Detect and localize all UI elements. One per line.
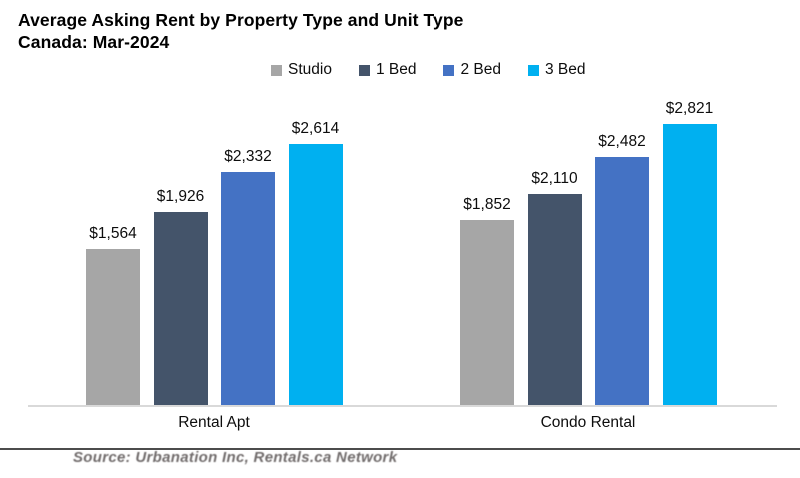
legend-item-studio: Studio [271, 61, 332, 79]
bar-value-label: $2,110 [531, 170, 578, 187]
bar-column: $2,332 [221, 100, 275, 405]
legend-item-1-bed: 1 Bed [358, 61, 417, 79]
legend-label: Studio [288, 61, 332, 78]
legend-item-2-bed: 2 Bed [443, 61, 501, 79]
bar-1-bed [527, 194, 582, 405]
bar-2-bed [595, 157, 649, 405]
bar-3-bed [288, 144, 343, 405]
bar-value-label: $2,821 [665, 100, 714, 117]
source-divider [0, 448, 800, 450]
bar-3-bed [662, 124, 717, 405]
chart-subtitle: Canada: Mar-2024 [18, 32, 170, 52]
bar-column: $1,926 [153, 100, 208, 405]
x-axis-label-1: Rental Apt [178, 414, 250, 431]
source-note: Source: Urbanation Inc, Rentals.ca Netwo… [73, 449, 398, 466]
bar-value-label: $1,926 [156, 188, 205, 205]
legend-item-3-bed: 3 Bed [527, 61, 586, 79]
bar-group-1: $1,564 $1,926 $2,332 $2,614 [86, 100, 343, 405]
legend-swatch-icon [271, 64, 282, 76]
bar-value-label: $2,332 [224, 148, 272, 165]
legend-swatch-icon [358, 64, 370, 76]
legend-swatch-icon [527, 64, 539, 76]
bar-studio [86, 249, 140, 405]
title-block: Average Asking Rent by Property Type and… [18, 9, 464, 53]
bar-value-label: $1,852 [463, 196, 511, 213]
legend-swatch-icon [443, 64, 455, 76]
plot-area: $1,564 $1,926 $2,332 $2,614 $1,852 $2,110 $2,4… [0, 100, 800, 405]
bar-column: $1,564 [86, 100, 140, 405]
bar-column: $2,482 [595, 100, 649, 405]
bar-value-label: $2,482 [598, 133, 646, 150]
bar-2-bed [221, 172, 275, 405]
bar-value-label: $2,614 [291, 120, 340, 137]
legend-label: 2 Bed [460, 61, 501, 78]
bar-column: $1,852 [460, 100, 514, 405]
legend-label: 3 Bed [544, 61, 586, 78]
bar-column: $2,821 [662, 100, 717, 405]
x-axis-label-2: Condo Rental [540, 414, 636, 431]
bar-group-2: $1,852 $2,110 $2,482 $2,821 [460, 100, 717, 405]
x-axis-line [28, 405, 777, 407]
bar-column: $2,110 [527, 100, 582, 405]
bar-studio [460, 220, 514, 405]
legend: Studio 1 Bed 2 Bed 3 Bed [271, 61, 586, 79]
legend-label: 1 Bed [375, 61, 417, 78]
bar-value-label: $1,564 [89, 225, 137, 242]
chart-title: Average Asking Rent by Property Type and… [18, 10, 464, 30]
bar-1-bed [153, 212, 208, 405]
bar-column: $2,614 [288, 100, 343, 405]
